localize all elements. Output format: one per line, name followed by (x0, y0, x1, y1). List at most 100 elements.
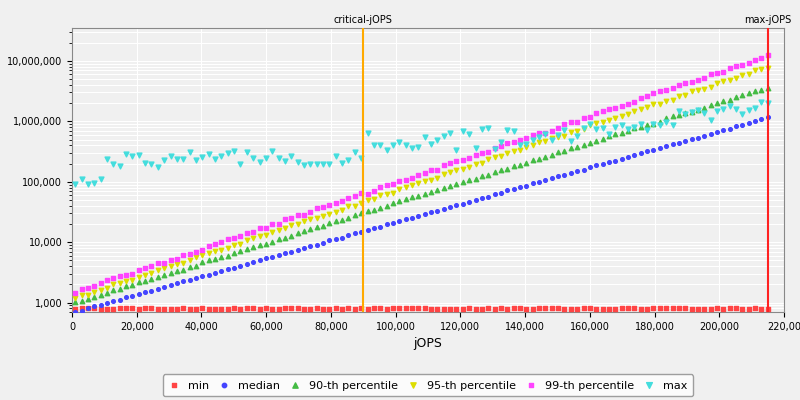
max (75, 176, 88, 182)
min (596, 306, 609, 312)
median (622, 153, 634, 160)
90-th percentile (602, 133, 615, 140)
95-th percentile (691, 87, 704, 94)
99-th percentile (132, 266, 145, 273)
95-th percentile (762, 64, 774, 71)
90-th percentile (330, 218, 342, 224)
min (114, 305, 126, 312)
min (234, 306, 247, 312)
median (138, 289, 151, 295)
min (583, 305, 596, 312)
90-th percentile (158, 272, 170, 279)
median (762, 114, 774, 120)
95-th percentile (749, 67, 762, 74)
median (755, 116, 768, 122)
min (228, 305, 241, 312)
99-th percentile (609, 105, 622, 111)
90-th percentile (164, 270, 177, 276)
median (634, 150, 647, 156)
99-th percentile (749, 56, 762, 63)
max (762, 100, 774, 106)
min (222, 305, 234, 312)
95-th percentile (602, 116, 615, 123)
median (412, 213, 425, 220)
95-th percentile (132, 274, 145, 280)
95-th percentile (349, 202, 362, 209)
95-th percentile (272, 227, 285, 233)
median (310, 242, 323, 248)
90-th percentile (190, 262, 202, 269)
median (704, 130, 717, 137)
max (317, 161, 330, 167)
90-th percentile (209, 255, 222, 262)
95-th percentile (710, 80, 723, 86)
95-th percentile (69, 295, 82, 301)
max (526, 136, 539, 143)
90-th percentile (431, 187, 444, 193)
min (183, 305, 196, 312)
90-th percentile (380, 203, 393, 210)
median (361, 227, 374, 233)
90-th percentile (488, 169, 501, 176)
median (425, 209, 438, 216)
90-th percentile (298, 228, 310, 234)
max (647, 120, 660, 127)
median (177, 278, 190, 284)
95-th percentile (94, 287, 107, 294)
99-th percentile (526, 132, 539, 138)
95-th percentile (120, 278, 133, 284)
max (570, 133, 583, 139)
max (253, 159, 266, 165)
max (304, 161, 317, 168)
99-th percentile (88, 283, 101, 289)
min (107, 306, 120, 312)
99-th percentile (228, 235, 241, 241)
median (120, 294, 133, 300)
max (710, 108, 723, 114)
median (698, 133, 710, 139)
min (526, 306, 539, 312)
max (685, 109, 698, 116)
max (164, 153, 177, 160)
95-th percentile (494, 153, 507, 159)
median (190, 275, 202, 281)
min (723, 305, 736, 312)
95-th percentile (552, 134, 565, 140)
95-th percentile (438, 171, 450, 178)
90-th percentile (114, 286, 126, 292)
X-axis label: jOPS: jOPS (414, 337, 442, 350)
95-th percentile (75, 292, 88, 298)
99-th percentile (342, 195, 355, 202)
99-th percentile (412, 172, 425, 178)
min (475, 306, 488, 312)
90-th percentile (222, 253, 234, 259)
min (634, 305, 647, 312)
95-th percentile (107, 281, 120, 288)
max (457, 127, 470, 134)
90-th percentile (406, 194, 418, 200)
99-th percentile (386, 180, 399, 187)
95-th percentile (196, 252, 209, 259)
95-th percentile (558, 132, 571, 139)
90-th percentile (654, 118, 666, 125)
median (444, 204, 457, 210)
max (342, 157, 355, 164)
min (565, 305, 578, 312)
95-th percentile (501, 150, 514, 156)
99-th percentile (399, 177, 412, 183)
90-th percentile (673, 112, 686, 118)
95-th percentile (234, 240, 247, 247)
median (462, 198, 475, 205)
99-th percentile (317, 204, 330, 211)
max (444, 129, 457, 136)
90-th percentile (132, 279, 145, 286)
99-th percentile (425, 167, 438, 174)
95-th percentile (698, 86, 710, 92)
min (577, 305, 590, 312)
max (679, 111, 692, 118)
99-th percentile (482, 149, 494, 155)
90-th percentile (126, 282, 139, 288)
90-th percentile (736, 92, 749, 98)
median (298, 244, 310, 251)
90-th percentile (75, 297, 88, 304)
